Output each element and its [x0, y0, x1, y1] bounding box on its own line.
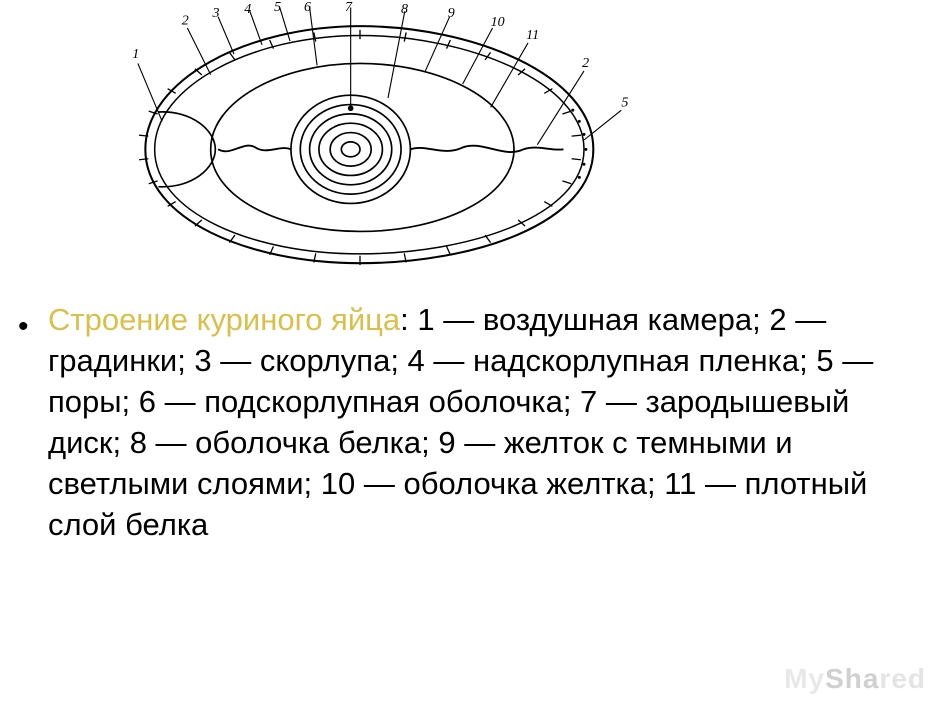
- svg-text:3: 3: [212, 6, 220, 21]
- egg-diagram: 1 2 3 4 5 6 7 8 9 10 11 2 5: [60, 0, 660, 280]
- watermark: MyShared: [784, 663, 926, 695]
- egg-svg: 1 2 3 4 5 6 7 8 9 10 11 2 5: [60, 0, 660, 280]
- watermark-part-1: My: [784, 663, 825, 694]
- caption-title: Строение куриного яйца: [48, 302, 400, 337]
- svg-text:6: 6: [304, 0, 311, 15]
- svg-text:5: 5: [621, 95, 628, 110]
- svg-text:10: 10: [491, 15, 505, 30]
- svg-text:8: 8: [401, 2, 408, 17]
- watermark-part-3: red: [879, 663, 926, 694]
- bullet-marker: •: [18, 310, 29, 344]
- svg-text:11: 11: [526, 28, 539, 43]
- watermark-part-2: Sha: [825, 663, 879, 694]
- svg-text:2: 2: [582, 56, 589, 71]
- svg-text:9: 9: [448, 6, 455, 21]
- svg-text:1: 1: [132, 47, 139, 62]
- svg-text:5: 5: [274, 0, 281, 15]
- caption-body: : 1 — воздушная камера; 2 — градинки; 3 …: [48, 302, 873, 542]
- svg-text:2: 2: [182, 13, 189, 28]
- slide: { "diagram": { "type": "anatomical-diagr…: [0, 0, 940, 705]
- svg-text:7: 7: [345, 0, 353, 15]
- caption-text: Строение куриного яйца: 1 — воздушная ка…: [48, 300, 900, 545]
- svg-text:4: 4: [244, 2, 251, 17]
